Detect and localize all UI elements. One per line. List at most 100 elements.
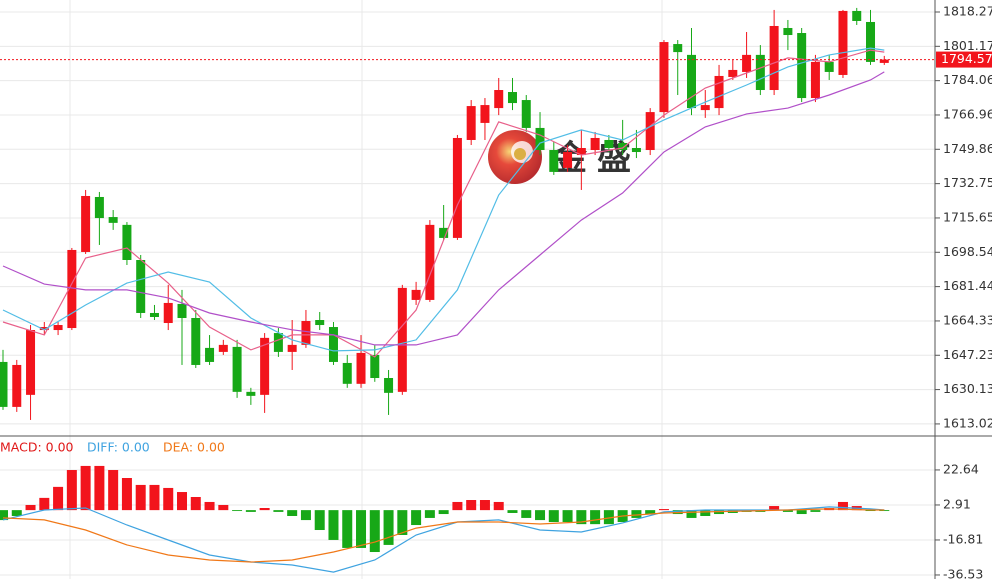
macd-bar — [810, 510, 821, 512]
candle-body — [108, 217, 118, 223]
y-tick-label: -16.81 — [943, 531, 983, 546]
candle-body — [342, 362, 352, 384]
macd-bar — [135, 484, 146, 511]
candle-body — [852, 10, 862, 21]
candle-body — [356, 352, 366, 384]
candle-body — [39, 327, 49, 331]
y-tick-label: 1613.02 — [943, 415, 992, 430]
candle-body — [191, 317, 201, 365]
macd-bar — [562, 510, 573, 523]
macd-bar — [576, 510, 587, 525]
candle-body — [687, 54, 696, 109]
indicator-line — [2, 508, 885, 563]
candle-body — [273, 333, 283, 352]
macd-bar — [25, 504, 36, 511]
candle-body — [53, 325, 63, 331]
macd-bar — [259, 508, 270, 511]
macd-bar — [108, 470, 119, 511]
indicator-line — [2, 49, 885, 358]
candle-body — [838, 10, 848, 75]
candle-body — [384, 378, 394, 393]
macd-bar — [232, 510, 243, 512]
candle-body — [122, 224, 132, 260]
indicator-line — [2, 47, 885, 352]
candle-body — [645, 112, 655, 151]
candle-body — [659, 42, 669, 113]
macd-bar — [411, 510, 422, 526]
candle-body — [411, 289, 421, 300]
candle-body — [604, 139, 614, 149]
macd-bar — [314, 510, 325, 531]
y-tick-label: 1664.33 — [943, 312, 992, 327]
candle-body — [260, 337, 270, 395]
current-price-box — [936, 51, 992, 68]
candle-body — [205, 347, 215, 362]
y-tick-label: -36.53 — [943, 566, 983, 579]
candle-body — [783, 27, 793, 36]
macd-bar — [300, 510, 311, 521]
indicator-line — [2, 71, 885, 346]
macd-bar — [177, 492, 188, 511]
candle-body — [149, 312, 159, 317]
candle-body — [67, 249, 77, 329]
y-tick-label: 22.64 — [943, 461, 979, 476]
macd-bar — [796, 510, 807, 515]
y-tick-label: 1801.17 — [943, 38, 992, 53]
macd-bar — [782, 510, 793, 512]
candle-body — [728, 69, 738, 77]
macd-bar — [466, 500, 477, 511]
candle-body — [521, 100, 531, 128]
macd-bar — [700, 510, 711, 516]
candle-body — [425, 224, 435, 300]
macd-bar — [686, 510, 697, 518]
macd-bar — [603, 510, 614, 525]
watermark-logo — [514, 148, 526, 160]
macd-bar — [521, 510, 532, 518]
candle-body — [824, 61, 834, 72]
macd-bar — [507, 510, 518, 513]
y-tick-label: 1818.27 — [943, 4, 992, 19]
macd-bar — [424, 510, 435, 518]
candle-body — [177, 303, 187, 318]
legend-entry: DIFF: 0.00 — [87, 440, 150, 455]
candle-body — [769, 25, 779, 91]
candle-body — [315, 320, 325, 326]
candle-body — [246, 391, 256, 396]
macd-bar — [369, 510, 380, 553]
macd-bar — [94, 465, 105, 511]
candle-body — [452, 137, 462, 238]
macd-bar — [769, 506, 780, 511]
macd-bar — [328, 510, 339, 540]
candle-body — [563, 152, 573, 168]
candle-body — [328, 327, 338, 362]
macd-bar — [438, 510, 449, 515]
macd-bar — [535, 510, 546, 521]
mark-layer — [0, 7, 935, 573]
candle-body — [494, 90, 504, 109]
candle-body — [439, 227, 449, 238]
y-tick-label: 1698.54 — [943, 244, 992, 259]
y-tick-label: 1766.96 — [943, 106, 992, 121]
y-tick-label: 1647.23 — [943, 347, 992, 362]
current-price-label: 1794.57 — [941, 51, 992, 66]
candle-body — [0, 361, 8, 407]
macd-bar — [493, 501, 504, 511]
macd-bar — [342, 510, 353, 548]
candle-body — [866, 21, 876, 62]
candle-body — [507, 92, 517, 104]
macd-bar — [218, 504, 229, 511]
candle-body — [549, 150, 559, 172]
macd-bar — [190, 496, 201, 511]
y-tick-label: 1681.44 — [943, 278, 992, 293]
legend-entry: DEA: 0.00 — [163, 440, 225, 455]
candle-body — [673, 44, 683, 53]
y-tick-label: 1715.65 — [943, 209, 992, 224]
legend-entry: MACD: 0.00 — [0, 440, 74, 455]
macd-bar — [273, 510, 284, 512]
candle-body — [576, 148, 586, 156]
y-tick-label: 1630.13 — [943, 381, 992, 396]
candle-body — [631, 148, 641, 153]
y-tick-label: 1749.86 — [943, 141, 992, 156]
candle-body — [12, 364, 22, 407]
